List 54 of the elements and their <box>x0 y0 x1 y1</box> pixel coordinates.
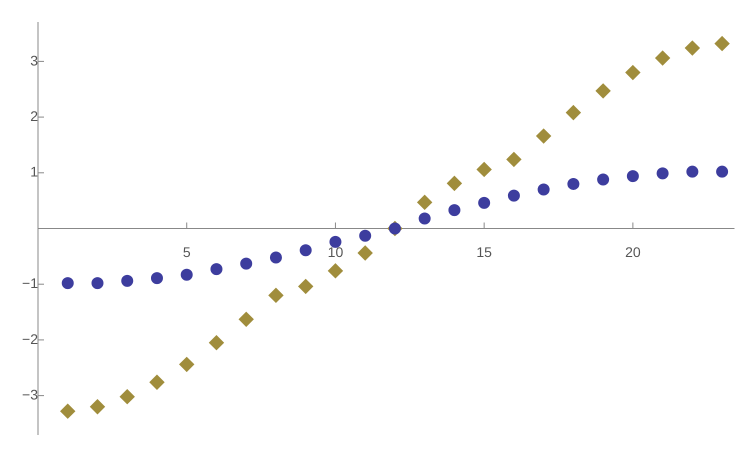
point <box>298 278 314 294</box>
point <box>536 128 552 144</box>
point <box>446 176 462 191</box>
point <box>329 236 342 248</box>
point <box>240 258 252 270</box>
point <box>476 162 492 177</box>
point <box>626 170 639 182</box>
point <box>90 399 105 414</box>
point <box>478 196 490 209</box>
point <box>238 312 254 327</box>
point <box>270 251 282 264</box>
point <box>62 277 74 290</box>
point <box>328 263 343 278</box>
x-tick-label: 10 <box>328 244 344 260</box>
point <box>180 268 193 281</box>
point <box>359 230 372 242</box>
point <box>417 194 432 210</box>
point <box>358 246 373 261</box>
point <box>506 152 522 167</box>
y-tick-label: −3 <box>22 386 38 402</box>
x-tick-label: 20 <box>625 244 641 260</box>
point <box>567 178 580 190</box>
point <box>149 374 164 390</box>
point <box>684 40 700 56</box>
point <box>121 274 134 287</box>
point <box>716 166 728 178</box>
y-tick-label: −2 <box>22 330 38 347</box>
point <box>150 272 163 284</box>
point <box>656 167 669 180</box>
point <box>596 83 611 98</box>
point <box>120 389 135 404</box>
point <box>91 277 104 290</box>
point <box>300 244 312 256</box>
point <box>714 36 730 52</box>
y-tick-label: 3 <box>30 52 38 68</box>
y-tick-label: 2 <box>30 108 38 124</box>
x-tick-label: 5 <box>182 244 191 260</box>
point <box>60 404 76 419</box>
y-tick-label: −1 <box>22 275 38 292</box>
point <box>566 105 581 120</box>
point <box>538 184 550 196</box>
point <box>448 204 460 216</box>
point <box>268 288 284 303</box>
point <box>208 335 224 350</box>
point <box>179 356 194 372</box>
point <box>418 212 431 224</box>
y-tick-label: 1 <box>30 164 38 180</box>
point <box>210 263 222 276</box>
point <box>508 190 520 202</box>
point <box>597 173 610 186</box>
point <box>625 65 640 80</box>
point <box>686 166 698 178</box>
x-tick-label: 15 <box>476 244 492 260</box>
point <box>655 50 670 66</box>
